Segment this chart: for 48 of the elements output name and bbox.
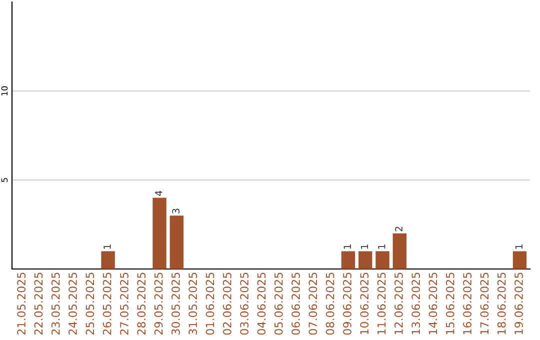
x-tick-label: 07.06.2025: [308, 272, 318, 335]
x-tick-label: 21.05.2025: [17, 272, 26, 335]
x-tick-label: 09.06.2025: [343, 272, 352, 335]
x-tick-label: 17.06.2025: [480, 272, 489, 334]
x-tick-label: 25.05.2025: [86, 272, 94, 335]
x-tick-label: 02.06.2025: [222, 272, 232, 335]
x-tick-label: 27.05.2025: [120, 272, 128, 335]
x-tick-label: 11.06.2025: [377, 272, 386, 334]
x-tick-label: 06.06.2025: [292, 272, 300, 335]
x-tick-label: 10.06.2025: [360, 272, 369, 334]
data-label: 1: [378, 244, 386, 249]
bar: [358, 251, 372, 269]
x-tick-label: 12.06.2025: [394, 272, 403, 334]
data-label: 1: [344, 244, 351, 249]
x-tick-label: 22.05.2025: [34, 272, 43, 335]
x-tick-label: 16.06.2025: [463, 272, 472, 334]
x-tick-label: 13.06.2025: [412, 272, 420, 334]
x-tick-label: 15.06.2025: [446, 272, 454, 334]
x-tick-label: 29.05.2025: [154, 272, 163, 335]
data-label: 1: [104, 244, 111, 249]
x-tick-label: 08.06.2025: [326, 272, 334, 335]
x-tick-label: 03.06.2025: [240, 272, 248, 335]
x-tick-label: 04.06.2025: [257, 272, 266, 335]
y-tick-label: 10: [1, 86, 8, 96]
bar: [170, 216, 184, 269]
x-tick-label: 01.06.2025: [206, 272, 214, 335]
data-label: 2: [395, 226, 402, 232]
bar: [341, 251, 356, 269]
data-label: 1: [360, 244, 368, 249]
data-label: 3: [172, 208, 180, 214]
bar: [512, 251, 527, 269]
bar: [376, 251, 390, 269]
x-tick-label: 30.05.2025: [171, 272, 180, 335]
x-tick-label: 24.05.2025: [68, 272, 77, 335]
bar: [152, 198, 166, 269]
y-tick-label: 5: [1, 178, 8, 182]
bar: [101, 251, 115, 269]
x-tick-label: 23.05.2025: [51, 272, 60, 335]
x-tick-label: 18.06.2025: [497, 272, 506, 334]
x-tick-label: 31.05.2025: [188, 272, 198, 335]
x-tick-label: 28.05.2025: [137, 272, 146, 335]
bar: [392, 233, 407, 269]
x-tick-label: 14.06.2025: [428, 272, 438, 334]
data-label: 1: [515, 244, 522, 249]
x-tick-label: 05.06.2025: [274, 272, 283, 335]
x-tick-label: 26.05.2025: [102, 272, 112, 335]
data-label: 4: [155, 190, 162, 196]
x-tick-label: 19.06.2025: [514, 272, 523, 334]
